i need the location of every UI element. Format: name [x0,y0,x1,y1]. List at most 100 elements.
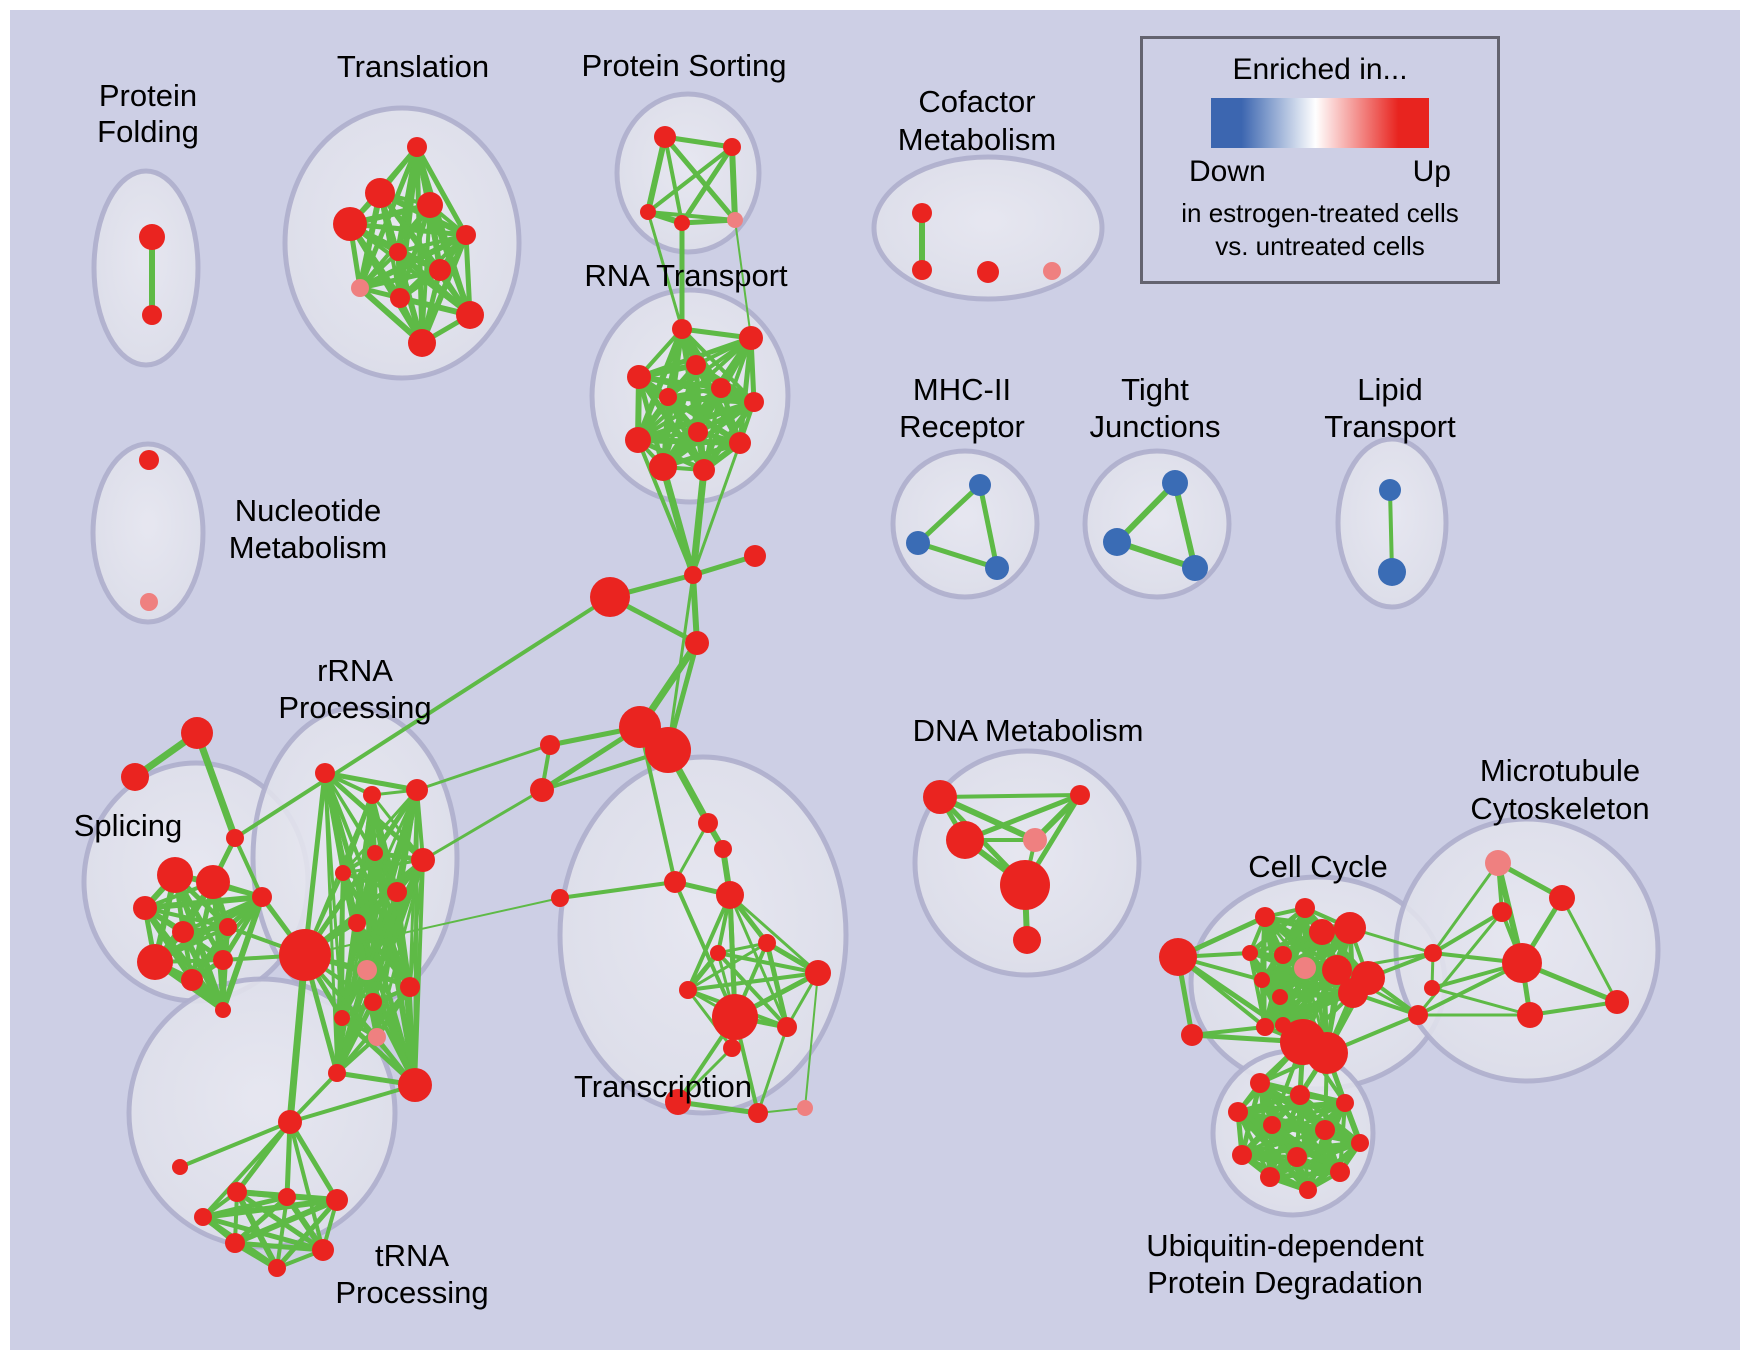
edge [200,1214,326,1253]
edge [1528,1000,1619,1017]
gene-set-node-DM5 [1000,860,1050,910]
gene-set-node-PF1 [139,224,165,250]
gene-set-node-C2 [744,545,766,567]
gene-set-node-CC12 [1338,978,1368,1008]
edge [354,920,413,990]
cluster-label-mhc-ii-receptor: MHC-II Receptor [899,372,1025,444]
gene-set-node-MT3 [1492,902,1512,922]
edge [938,793,1082,799]
cluster-ellipse-protein-sorting [614,91,762,255]
gene-set-node-CCbl [1181,1024,1203,1046]
nodes-layer [121,126,1629,1277]
edge [1267,1169,1343,1180]
edge [340,870,413,990]
gene-set-node-UB8 [1232,1145,1252,1165]
gene-set-node-C3 [590,577,630,617]
gene-set-node-CC13 [1256,1018,1274,1036]
edge [558,880,677,900]
gene-set-node-SP8 [213,950,233,970]
edge [1268,1141,1362,1179]
legend-title: Enriched in... [1232,53,1408,86]
cluster-ellipse-cofactor-metabolism [871,154,1105,302]
gene-set-node-RR15 [328,1064,346,1082]
gene-set-node-DM3 [1023,828,1047,852]
cluster-label-ubiquitin-degradation: Ubiquitin-dependent Protein Degradation [1146,1228,1424,1300]
gene-set-node-RR5 [335,865,351,881]
gene-set-node-C1 [684,566,702,584]
legend: Enriched in... Down Up in estrogen-treat… [1140,36,1500,284]
gene-set-node-CC10 [1272,989,1288,1005]
edge [728,893,820,975]
gene-set-node-TN7 [758,934,776,952]
edge [686,893,732,992]
gene-set-node-RR7 [387,882,407,902]
gene-set-node-UB12 [1299,1181,1317,1199]
legend-gradient-bar [1211,98,1429,148]
edge [341,788,419,875]
cluster-label-cell-cycle: Cell Cycle [1248,849,1388,884]
gene-set-node-RT4 [627,365,651,389]
gene-set-node-MThub [1502,943,1542,983]
gene-set-node-NM2 [140,593,158,611]
gene-set-node-T8 [351,279,369,297]
gene-set-node-MT5 [1605,990,1629,1014]
edge [1431,861,1500,955]
gene-set-node-TRiso [172,1159,188,1175]
gene-set-node-PS2 [723,138,741,156]
gene-set-node-RT2 [739,326,763,350]
gene-set-node-T11 [408,329,436,357]
gene-set-node-UB1 [1250,1073,1270,1093]
edge [1431,910,1504,955]
gene-set-node-TR2 [278,1188,296,1206]
gene-set-node-STl [121,763,149,791]
edge [421,788,544,862]
edge [190,895,264,982]
gene-set-node-MT2 [1549,885,1575,911]
gene-set-node-T6 [389,243,407,261]
gene-set-node-UB5 [1263,1116,1281,1134]
legend-subtitle-line2: vs. untreated cells [1215,231,1425,262]
edge [287,1119,340,1203]
edge [804,972,819,1109]
gene-set-node-TNhub [712,994,758,1040]
edge [635,437,743,446]
legend-axis-labels: Down Up [1189,155,1451,189]
gene-set-node-CC9 [1254,972,1270,988]
gene-set-node-RRhub [279,929,331,981]
gene-set-node-MT1 [1485,850,1511,876]
gene-set-node-STt [181,717,213,749]
edge [1560,896,1619,1004]
cluster-label-trna-processing: tRNA Processing [335,1238,488,1310]
edge [274,1197,340,1271]
gene-set-node-M1 [969,474,991,496]
gene-set-node-TN3 [664,871,686,893]
gene-set-node-UB9 [1287,1147,1307,1167]
gene-set-node-TR6 [268,1259,286,1277]
gene-set-node-T9 [390,288,410,308]
edge [686,941,769,992]
gene-set-node-PS3 [640,204,656,220]
gene-set-node-CCout [1159,938,1197,976]
gene-set-node-PS1 [654,126,676,148]
legend-subtitle-line1: in estrogen-treated cells [1181,198,1459,228]
gene-set-node-CC15 [1408,1005,1428,1025]
edge [304,897,561,956]
edge [962,792,1083,843]
edge [152,894,265,965]
gene-set-node-J2 [1103,528,1131,556]
gene-set-node-RT12 [693,459,715,481]
edge [1430,986,1532,1017]
gene-set-node-RT11 [649,453,677,481]
gene-set-node-CC2 [1295,898,1315,918]
gene-set-node-T1 [407,137,427,157]
edge [178,1120,292,1169]
edge [288,1083,417,1124]
edge [335,871,345,1075]
cluster-label-nucleotide-metabolism: Nucleotide Metabolism [229,493,388,565]
edge [413,858,425,1087]
edge [764,940,790,1030]
gene-set-node-RR4 [367,845,383,861]
gene-set-node-UB11 [1330,1162,1350,1182]
edge [284,1119,293,1200]
